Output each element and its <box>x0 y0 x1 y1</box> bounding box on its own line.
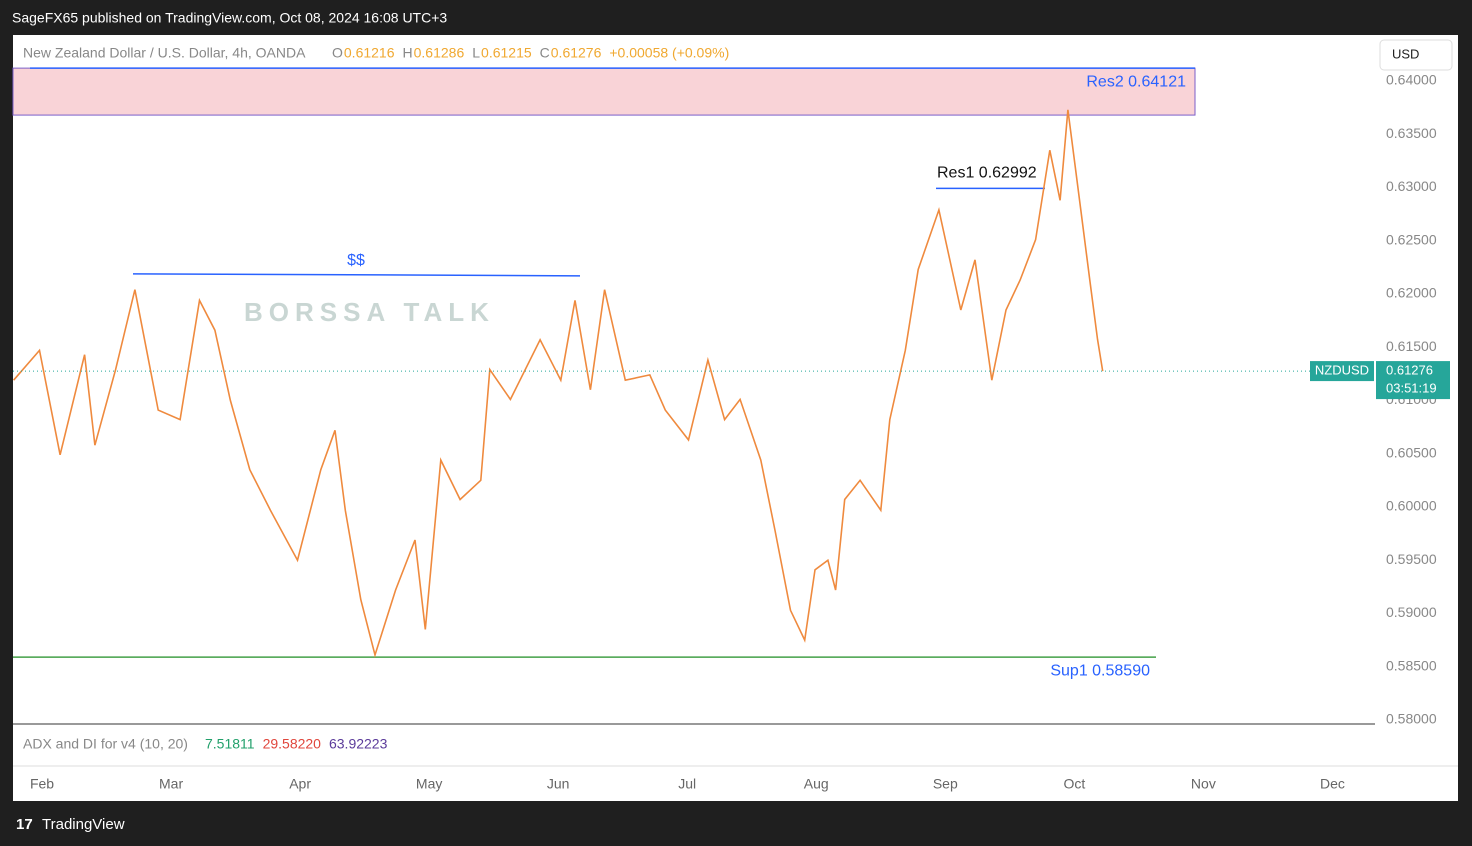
ohlc-key: H <box>403 45 413 61</box>
resistance-zone <box>12 67 1196 116</box>
ohlc-key: C <box>540 45 550 61</box>
liquidity-line <box>132 273 581 277</box>
x-tick-label: Mar <box>159 776 183 792</box>
y-tick-label: 0.59500 <box>1386 551 1437 567</box>
y-tick-label: 0.64000 <box>1386 72 1437 88</box>
annotation: Res2 0.64121 <box>1086 73 1186 90</box>
y-tick-label: 0.58000 <box>1386 711 1437 727</box>
y-tick-label: 0.60500 <box>1386 444 1437 460</box>
footer-brand: TradingView <box>42 816 125 833</box>
symbol-tag-label: NZDUSD <box>1315 363 1369 378</box>
currency-button[interactable] <box>1379 39 1453 71</box>
x-tick-label: May <box>416 776 442 792</box>
annotation: Res1 0.62992 <box>937 165 1037 182</box>
price-tag <box>1376 361 1450 400</box>
y-tick-label: 0.62000 <box>1386 285 1437 301</box>
ohlc-key: O <box>332 45 343 61</box>
x-tick-label: Dec <box>1320 776 1345 792</box>
y-tick-label: 0.58500 <box>1386 657 1437 673</box>
indicator-value: 63.92223 <box>329 736 388 752</box>
y-tick-label: 0.60000 <box>1386 498 1437 514</box>
currency-label: USD <box>1392 46 1419 61</box>
change: +0.00058 (+0.09%) <box>609 45 729 61</box>
x-tick-label: Aug <box>804 776 829 792</box>
x-tick-label: Jul <box>678 776 696 792</box>
y-tick-label: 0.62500 <box>1386 231 1437 247</box>
price-tag-value: 0.61276 <box>1386 363 1433 378</box>
ohlc-value: 0.61215 <box>481 45 532 61</box>
symbol-legend: New Zealand Dollar / U.S. Dollar, 4h, OA… <box>23 45 729 61</box>
indicator-value: 7.51811 <box>205 736 255 752</box>
x-tick-label: Jun <box>547 776 570 792</box>
ohlc-value: 0.61216 <box>344 45 395 61</box>
chart-panel <box>13 35 1458 801</box>
watermark: BORSSA TALK <box>244 297 495 327</box>
ohlc-value: 0.61286 <box>414 45 465 61</box>
x-tick-label: Nov <box>1191 776 1216 792</box>
indicator-value: 29.58220 <box>263 736 322 752</box>
x-tick-label: Oct <box>1063 776 1085 792</box>
annotation: Sup1 0.58590 <box>1050 662 1150 679</box>
annotation: $$ <box>347 252 365 269</box>
symbol-tag <box>1310 361 1374 382</box>
y-tick-label: 0.63500 <box>1386 125 1437 141</box>
y-tick-label: 0.61500 <box>1386 338 1437 354</box>
ohlc-value: 0.61276 <box>551 45 602 61</box>
price-tag-countdown: 03:51:19 <box>1386 381 1437 396</box>
ohlc-key: L <box>472 45 480 61</box>
indicator-title: ADX and DI for v4 (10, 20) <box>23 736 188 752</box>
footer-logo: 17 <box>16 816 33 833</box>
price-line <box>12 109 1104 658</box>
x-tick-label: Apr <box>289 776 311 792</box>
symbol-name: New Zealand Dollar / U.S. Dollar, 4h, OA… <box>23 45 306 61</box>
publisher: SageFX65 published on TradingView.com, O… <box>12 10 447 26</box>
x-tick-label: Sep <box>933 776 958 792</box>
y-tick-label: 0.59000 <box>1386 604 1437 620</box>
x-tick-label: Feb <box>30 776 54 792</box>
y-tick-label: 0.63000 <box>1386 178 1437 194</box>
